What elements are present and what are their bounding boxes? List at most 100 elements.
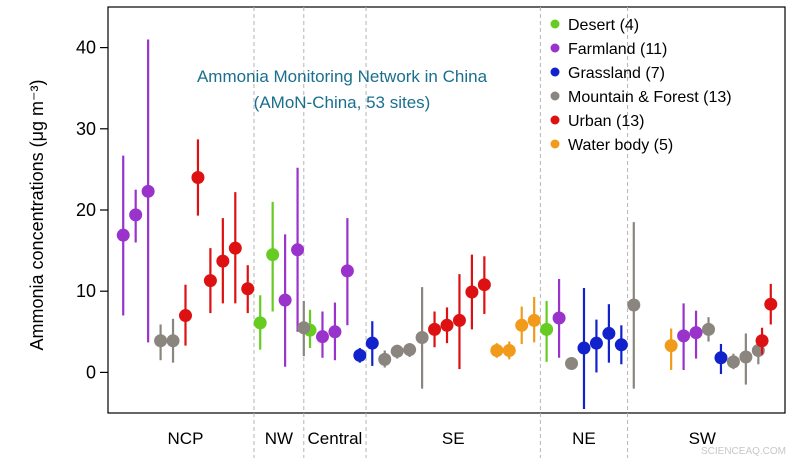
region-label: Central [308,429,363,448]
legend-label: Mountain & Forest (13) [568,89,732,106]
data-point [527,296,541,343]
data-point [315,311,329,358]
data-point [291,167,305,332]
data-point [116,155,130,316]
data-point [689,310,703,359]
point-marker [540,322,554,336]
data-point [241,265,255,314]
data-point [216,218,230,304]
point-marker [365,336,379,350]
data-point [614,325,628,365]
annotation-line-2: (AMoN-China, 53 sites) [254,93,431,112]
legend-item: Mountain & Forest (13) [550,89,732,106]
region-label: SE [442,429,465,448]
y-tick-label: 40 [76,38,96,58]
legend-label: Grassland (7) [568,65,665,82]
legend-item: Grassland (7) [550,65,665,82]
legend-marker [550,19,560,29]
point-marker [440,318,454,332]
point-marker [565,356,579,370]
point-marker [515,318,529,332]
region-label: NE [572,429,596,448]
data-point [141,39,155,343]
data-point [253,295,267,350]
data-point [129,189,143,243]
point-marker [428,322,442,336]
point-marker [589,336,603,350]
point-marker [602,326,616,340]
data-point [677,303,691,370]
y-axis-label: Ammonia concentrations (μg m⁻³) [27,80,47,351]
legend-label: Desert (4) [568,17,639,34]
region-label: NCP [168,429,204,448]
y-tick-label: 30 [76,119,96,139]
legend-item: Water body (5) [550,137,673,154]
point-marker [764,297,778,311]
data-point [203,248,217,314]
point-marker [664,339,678,353]
data-point [228,192,242,304]
point-marker [502,343,516,357]
point-marker [166,334,180,348]
point-marker [755,334,769,348]
point-marker [353,348,367,362]
point-marker [278,293,292,307]
point-marker [627,298,641,312]
data-point [415,287,429,389]
point-marker [297,321,311,335]
data-point [764,283,778,325]
data-point [191,139,205,216]
data-point [390,344,404,359]
data-point [166,318,180,363]
data-point [627,222,641,389]
data-point [403,343,417,357]
data-point [178,284,192,346]
data-point [726,353,740,370]
point-marker [689,326,703,340]
data-point [340,218,354,326]
point-marker [141,184,155,198]
data-point [502,341,516,360]
legend-label: Water body (5) [568,137,673,154]
point-marker [403,343,417,357]
point-marker [129,208,143,222]
point-marker [178,309,192,323]
point-marker [552,311,566,325]
legend-marker [550,43,560,53]
data-point [577,287,591,409]
data-point [589,319,603,373]
data-point [739,333,753,385]
point-marker [253,316,267,330]
point-marker [154,334,168,348]
legend-marker [550,139,560,149]
region-label: SW [689,429,716,448]
y-tick-label: 0 [86,362,96,382]
point-marker [340,264,354,278]
data-point [266,201,280,312]
data-point [465,254,479,330]
point-marker [378,352,392,366]
data-point [328,302,342,361]
data-point [278,234,292,367]
data-point [664,328,678,370]
data-point [540,300,554,362]
data-point [378,350,392,368]
point-marker [216,254,230,268]
point-marker [477,278,491,292]
data-point [154,324,168,361]
legend-marker [550,115,560,125]
point-marker [527,313,541,327]
data-point [452,274,466,370]
point-marker [228,241,242,255]
data-point [440,307,454,344]
annotation-line-1: Ammonia Monitoring Network in China [197,67,488,86]
legend-item: Farmland (11) [550,41,667,58]
data-point [428,311,442,348]
data-point [602,304,616,363]
point-marker [490,343,504,357]
point-marker [726,355,740,369]
point-marker [415,330,429,344]
y-tick-label: 10 [76,281,96,301]
data-point [565,356,579,370]
